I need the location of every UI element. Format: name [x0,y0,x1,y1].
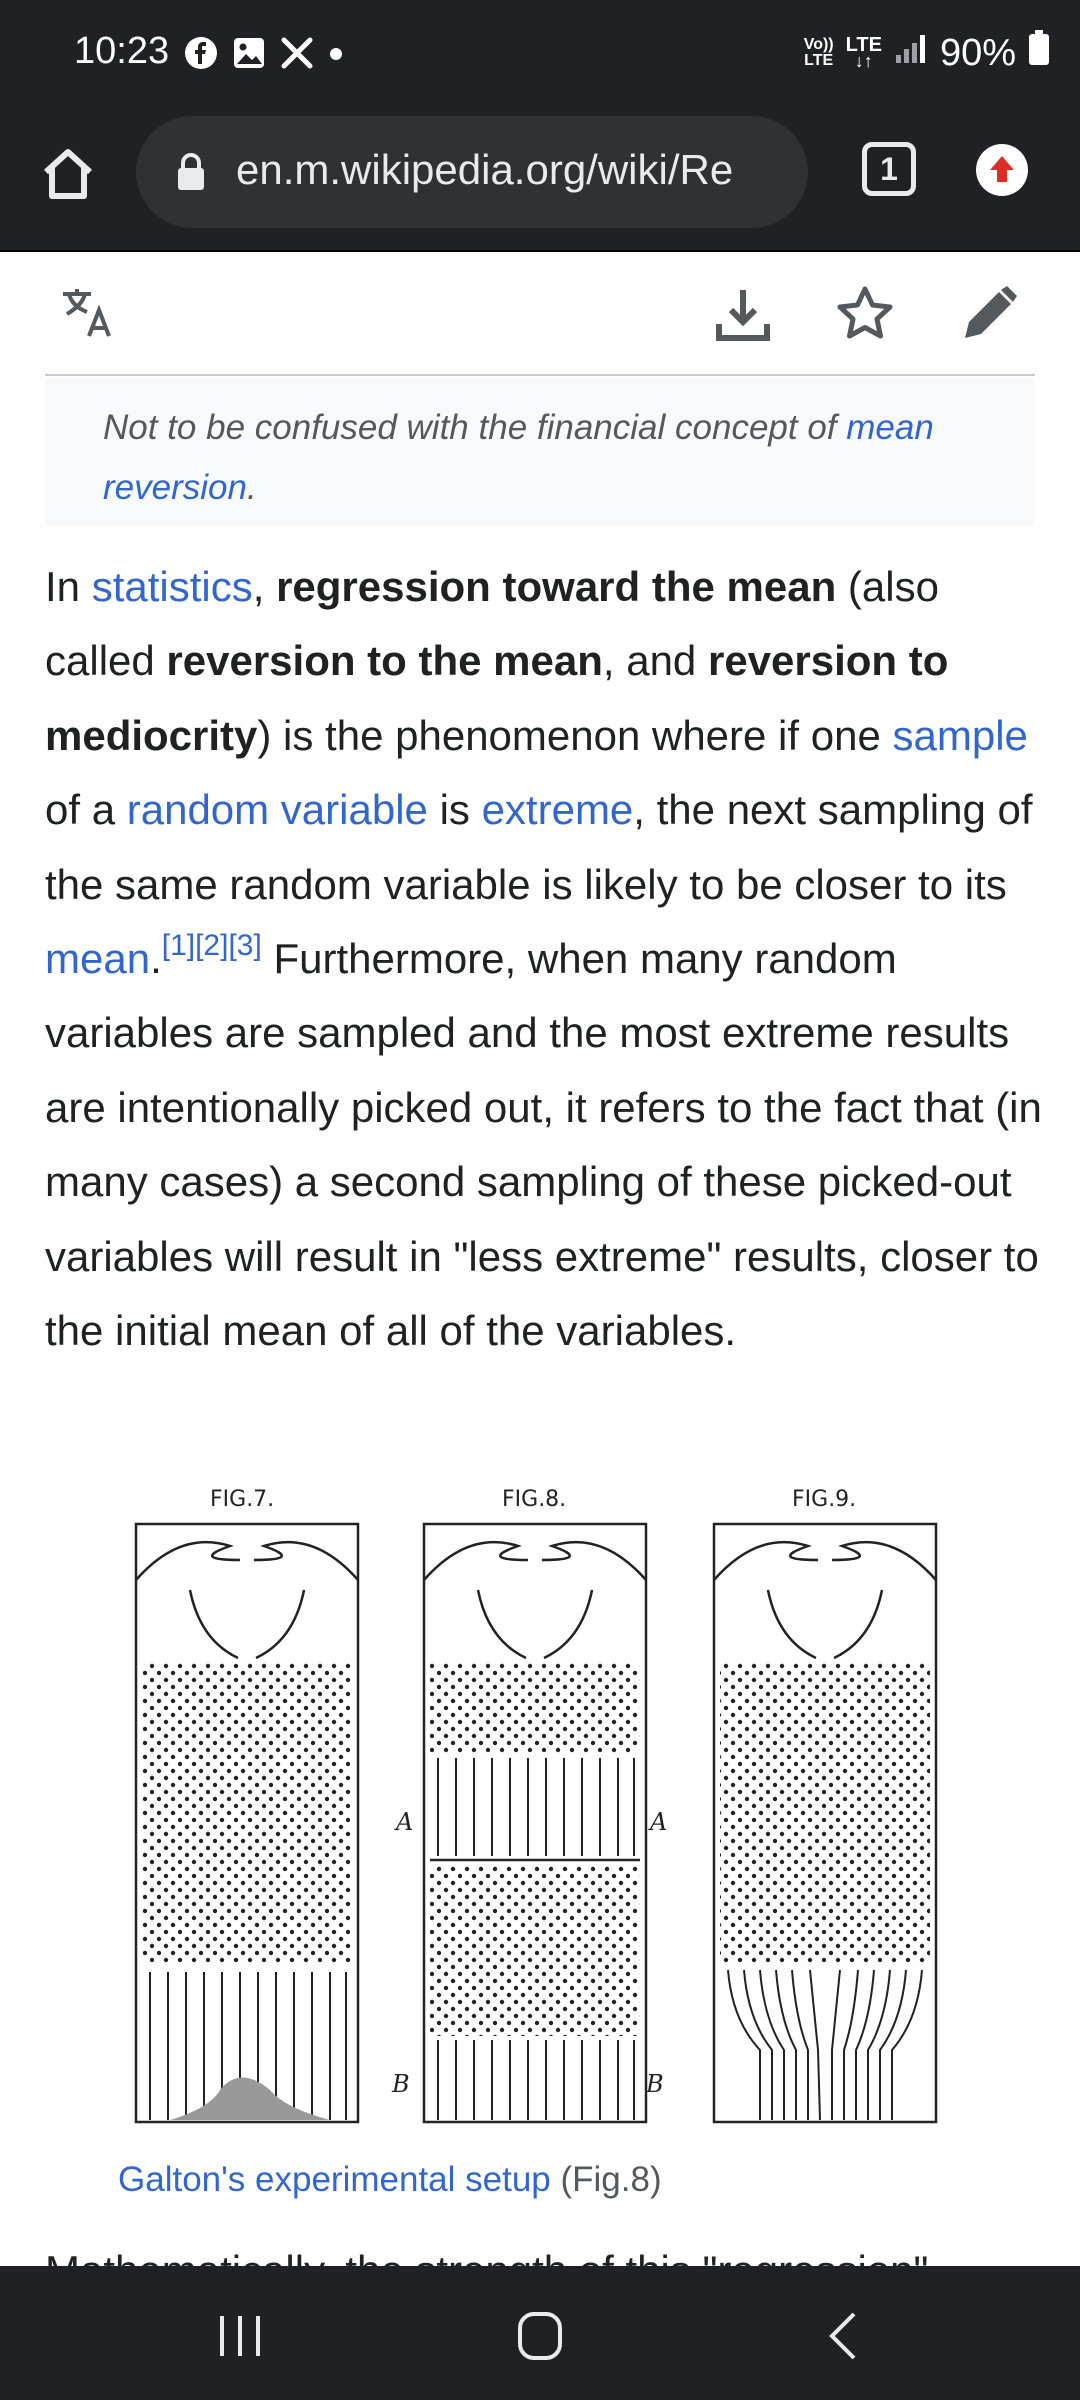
download-icon [716,290,770,341]
pencil-icon [965,286,1017,338]
system-navigation-bar [0,2266,1080,2400]
mean-reversion-link[interactable]: mean reversion [103,408,934,507]
update-button[interactable] [976,144,1028,196]
status-time: 10:23 [74,30,170,72]
download-button[interactable] [713,284,773,344]
volte-indicator: Vo)) LTE [803,36,834,69]
galton-setup-link[interactable]: Galton's experimental setup [118,2160,551,2199]
lte-data-indicator: LTE ↓↑ [845,34,882,71]
edit-button[interactable] [959,284,1019,344]
language-button[interactable] [59,284,119,344]
lock-icon [178,153,204,190]
reference-links[interactable]: [1][2][3] [161,929,262,963]
galton-figure[interactable]: FIG.7. FIG.8. FIG.9. [120,1480,960,2140]
signal-icon [894,31,928,75]
star-icon [837,286,893,339]
facebook-icon [184,36,218,75]
home-button[interactable] [38,144,98,204]
recent-apps-icon [220,2316,260,2356]
tab-switcher-button[interactable]: 1 [862,142,916,196]
status-right: Vo)) LTE LTE ↓↑ 90% [804,30,1050,76]
back-button[interactable] [814,2308,874,2364]
hatnote: Not to be confused with the financial co… [45,378,1035,526]
gallery-icon [232,36,266,75]
figure-caption: Galton's experimental setup (Fig.8) [118,2160,662,2199]
status-bar: 10:23 Vo)) LTE LTE ↓↑ 90% [0,0,1080,112]
lead-paragraph: In statistics, regression toward the mea… [45,563,1042,1355]
arrow-up-icon [990,156,1014,182]
bold-term: reversion to mediocrity [45,637,949,759]
tools-icon [280,36,314,75]
fig8-label-b-left: B [391,2070,410,2098]
fig9-title: FIG.9. [792,1487,856,1512]
back-chevron-icon [829,2312,856,2360]
translate-icon [63,289,111,337]
fig8-label-a-left: A [394,1808,413,1836]
fig8-label-b-right: B [645,2070,664,2098]
bold-term: reversion to the mean [166,637,603,685]
galton-illustration: FIG.7. FIG.8. FIG.9. [134,1487,938,2124]
hatnote-text: Not to be confused with the financial co… [103,408,847,447]
home-icon [43,149,93,199]
url-text: en.m.wikipedia.org/wiki/Re [236,146,734,193]
next-paragraph-peek: Mathematically, the strength of this "re… [45,2250,1035,2268]
home-circle-icon [518,2312,562,2360]
sample-link[interactable]: sample [892,711,1028,759]
fig8-title: FIG.8. [502,1487,566,1512]
bold-term: regression toward the mean [276,563,837,610]
statistics-link[interactable]: statistics [91,563,253,610]
extreme-link[interactable]: extreme [481,786,634,834]
watch-button[interactable] [835,284,895,344]
battery-icon [1028,30,1050,76]
article-toolbar [45,256,1035,376]
home-nav-button[interactable] [510,2308,570,2364]
mean-link[interactable]: mean [45,935,151,983]
notification-icons [184,36,344,75]
url-bar[interactable]: en.m.wikipedia.org/wiki/Re [136,116,808,228]
browser-toolbar: en.m.wikipedia.org/wiki/Re 1 [0,112,1080,252]
dot-icon [328,36,344,75]
battery-percent: 90% [939,31,1016,74]
fig7-title: FIG.7. [210,1487,274,1512]
random-variable-link[interactable]: random variable [126,786,428,834]
recent-apps-button[interactable] [210,2308,270,2364]
fig8-label-a-right: A [648,1808,667,1836]
